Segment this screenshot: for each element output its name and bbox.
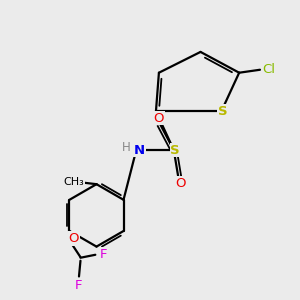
Text: CH₃: CH₃ (64, 177, 85, 187)
Text: H: H (122, 141, 130, 154)
Text: O: O (176, 177, 186, 190)
Text: Cl: Cl (262, 63, 275, 76)
Text: O: O (154, 112, 164, 125)
Text: S: S (218, 105, 228, 118)
Text: N: N (134, 143, 145, 157)
Text: F: F (100, 248, 107, 261)
Text: F: F (75, 280, 83, 292)
Text: S: S (170, 143, 180, 157)
Text: O: O (69, 232, 79, 245)
